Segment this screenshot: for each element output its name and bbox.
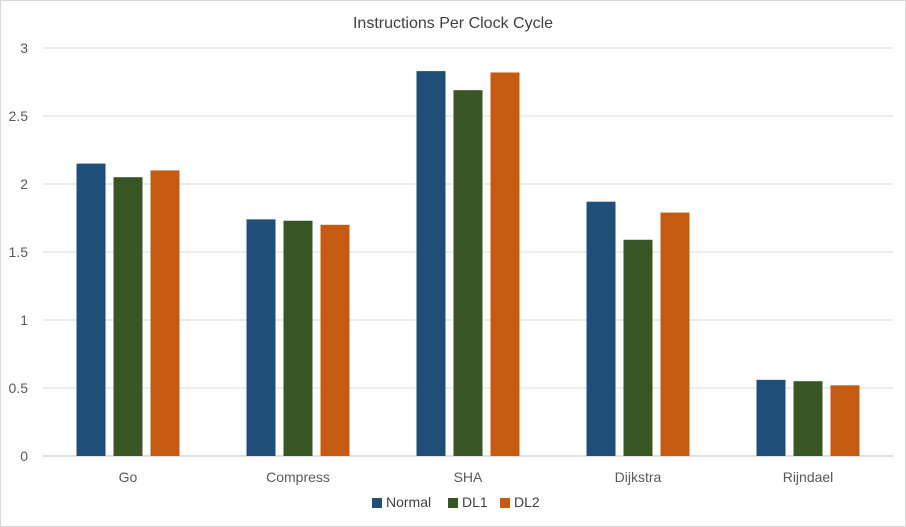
legend-label: DL2 — [514, 494, 540, 510]
y-axis-tick-labels: 0 0.5 1 1.5 2 2.5 3 — [9, 40, 29, 464]
bar-dl1-compress — [283, 220, 313, 456]
bar-dl2-sha — [490, 72, 520, 456]
y-tick-label: 0.5 — [9, 380, 29, 396]
bar-normal-go — [76, 163, 106, 456]
legend-item-dl2: DL2 — [500, 494, 540, 510]
y-tick-label: 0 — [20, 448, 28, 464]
x-tick-label: SHA — [454, 469, 483, 485]
legend-label: DL1 — [462, 494, 488, 510]
x-tick-label: Go — [119, 469, 138, 485]
x-tick-label: Dijkstra — [615, 469, 662, 485]
bar-dl2-rijndael — [830, 385, 860, 456]
bar-dl1-rijndael — [793, 381, 823, 456]
bar-dl1-sha — [453, 90, 483, 456]
y-tick-label: 3 — [20, 40, 28, 56]
x-tick-label: Rijndael — [783, 469, 834, 485]
bar-normal-dijkstra — [586, 201, 616, 456]
bar-dl1-dijkstra — [623, 239, 653, 456]
bar-dl2-go — [150, 170, 180, 456]
y-tick-label: 2.5 — [9, 108, 29, 124]
legend-item-normal: Normal — [372, 494, 431, 510]
x-axis-tick-labels: Go Compress SHA Dijkstra Rijndael — [119, 469, 834, 485]
chart-title: Instructions Per Clock Cycle — [353, 15, 553, 32]
y-tick-label: 1.5 — [9, 244, 29, 260]
y-tick-label: 1 — [20, 312, 28, 328]
bar-dl2-compress — [320, 224, 350, 456]
bar-dl1-go — [113, 177, 143, 456]
bar-dl2-dijkstra — [660, 212, 690, 456]
bars — [76, 71, 860, 457]
bar-normal-compress — [246, 219, 276, 456]
x-tick-label: Compress — [266, 469, 330, 485]
legend-label: Normal — [386, 494, 431, 510]
legend-item-dl1: DL1 — [448, 494, 488, 510]
legend: Normal DL1 DL2 — [372, 494, 540, 510]
bar-normal-rijndael — [756, 379, 786, 456]
legend-swatch — [500, 498, 510, 508]
legend-swatch — [448, 498, 458, 508]
legend-swatch — [372, 498, 382, 508]
y-tick-label: 2 — [20, 176, 28, 192]
bar-normal-sha — [416, 71, 446, 457]
